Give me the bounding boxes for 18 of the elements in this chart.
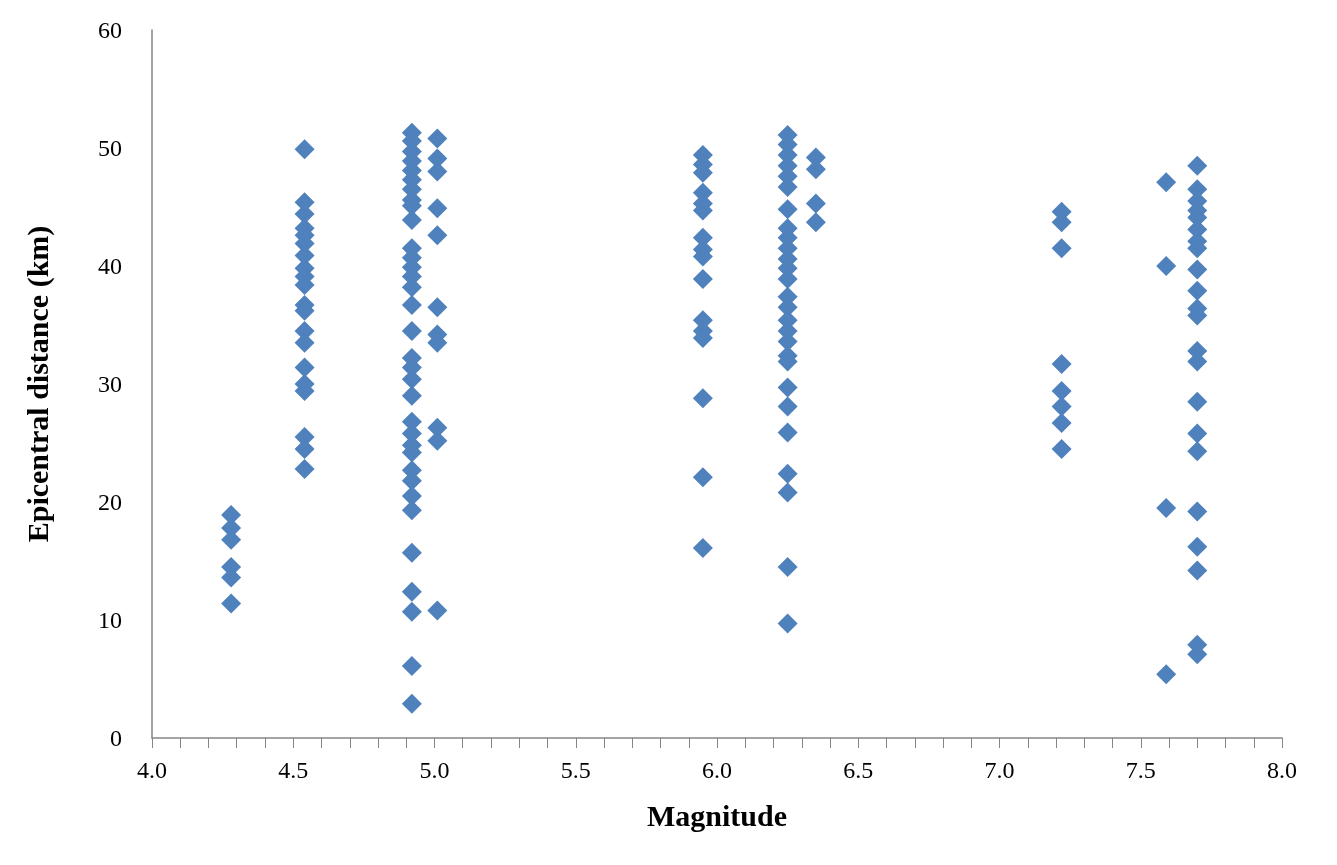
- x-tick-label: 7.5: [1125, 757, 1156, 783]
- y-tick-label: 0: [110, 725, 122, 751]
- y-tick-label: 30: [98, 371, 122, 397]
- x-tick-label: 6.0: [702, 757, 732, 783]
- y-tick-label: 50: [98, 135, 122, 161]
- x-tick-label: 6.5: [843, 757, 874, 783]
- x-tick-label: 5.0: [419, 757, 450, 783]
- x-tick-label: 5.5: [560, 757, 591, 783]
- x-tick-label: 4.5: [278, 757, 309, 783]
- y-tick-label: 20: [98, 489, 122, 515]
- y-tick-label: 40: [98, 253, 122, 279]
- x-tick-label: 7.0: [984, 757, 1015, 783]
- y-tick-label: 60: [98, 17, 122, 43]
- x-tick-label: 8.0: [1267, 757, 1297, 783]
- x-tick-label: 4.0: [137, 757, 167, 783]
- y-axis-title: Epicentral distance (km): [20, 225, 55, 543]
- x-axis-title: Magnitude: [646, 798, 788, 832]
- y-tick-label: 10: [98, 607, 122, 633]
